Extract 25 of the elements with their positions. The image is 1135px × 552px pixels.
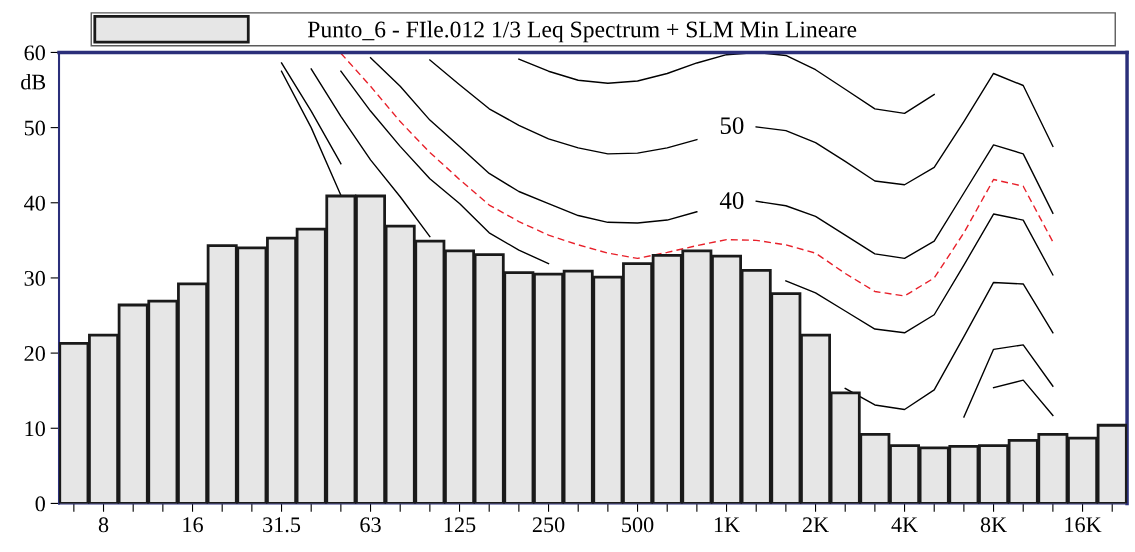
annotation: 40: [719, 192, 744, 209]
x-tick-label: 250: [532, 517, 565, 533]
y-tick-label: 30: [24, 270, 45, 286]
y-tick-label: 0: [35, 496, 45, 512]
x-tick-label: 16: [183, 517, 203, 533]
y-tick-label: 40: [24, 195, 45, 211]
y-tick-label: 20: [24, 346, 45, 362]
x-tick-label: 500: [622, 517, 654, 533]
x-tick-label: 8K: [980, 517, 1007, 533]
x-tick-label: 8: [98, 517, 109, 533]
y-tick-label: 60: [24, 45, 45, 61]
y-tick-label: 10: [25, 421, 45, 437]
x-tick-label: 63: [360, 517, 381, 533]
y-axis-title: dB: [21, 73, 46, 90]
x-tick-label: 16K: [1065, 517, 1102, 533]
line-series: [518, 52, 935, 115]
line-series: [340, 52, 1054, 297]
annotation: 50: [720, 117, 744, 135]
x-tick-label: 2K: [802, 517, 829, 533]
x-tick-label: 1K: [714, 517, 740, 533]
x-tick-label: 4K: [891, 517, 918, 533]
y-tick-label: 50: [24, 120, 45, 136]
x-tick-label: 31.5: [263, 517, 301, 533]
text: Punto_6 - FIle.012 1/3 Leq Spectrum + SLM Min Lineare: [307, 20, 857, 43]
x-tick-label: 125: [444, 517, 476, 533]
